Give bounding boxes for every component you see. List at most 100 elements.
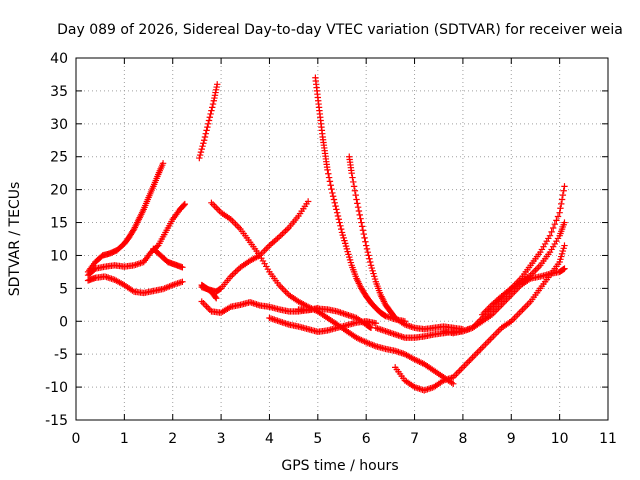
- data-point: [335, 216, 342, 223]
- data-point: [153, 243, 161, 250]
- data-point: [209, 104, 216, 111]
- y-tick-label: 25: [50, 150, 68, 166]
- data-layer: [84, 74, 568, 394]
- data-point: [200, 137, 208, 144]
- y-axis-label: SDTVAR / TECUs: [7, 182, 23, 297]
- data-point: [283, 226, 291, 233]
- series-arc-17: [479, 219, 568, 318]
- data-point: [450, 380, 457, 387]
- data-point: [325, 174, 333, 181]
- series-arc-3: [84, 273, 186, 297]
- data-point: [358, 223, 366, 230]
- data-point: [326, 178, 334, 185]
- x-tick-label: 0: [72, 431, 81, 447]
- data-point: [346, 256, 354, 264]
- data-point: [269, 239, 276, 246]
- data-point: [371, 273, 378, 280]
- series-arc-7: [198, 298, 322, 316]
- data-point: [559, 247, 567, 255]
- data-point: [328, 185, 335, 193]
- y-tick-label: 0: [59, 314, 68, 330]
- data-point: [352, 191, 359, 199]
- data-point: [342, 240, 349, 247]
- data-point: [346, 253, 353, 261]
- data-point: [337, 225, 345, 233]
- data-point: [359, 227, 367, 234]
- data-point: [556, 258, 563, 266]
- data-point: [200, 140, 207, 147]
- y-tick-label: -5: [54, 347, 68, 363]
- data-point: [365, 252, 372, 259]
- data-point: [340, 234, 347, 242]
- data-point: [282, 227, 289, 235]
- plot-frame: [75, 57, 609, 421]
- data-point: [360, 230, 367, 238]
- data-point: [561, 183, 568, 190]
- data-point: [341, 237, 348, 244]
- data-point: [201, 133, 209, 141]
- data-point: [267, 240, 275, 248]
- data-point: [357, 215, 364, 222]
- data-point: [196, 154, 203, 162]
- data-point: [213, 295, 220, 302]
- data-point: [361, 234, 368, 242]
- data-point: [338, 229, 346, 236]
- data-point: [277, 232, 284, 239]
- data-point: [274, 235, 281, 242]
- data-point: [344, 248, 351, 255]
- data-point: [234, 267, 241, 274]
- data-point: [339, 231, 347, 239]
- data-point: [354, 200, 361, 207]
- series-arc-6: [198, 198, 312, 295]
- data-point: [212, 293, 219, 301]
- data-point: [350, 178, 357, 186]
- data-point: [327, 182, 334, 189]
- data-point: [280, 229, 288, 236]
- data-point: [324, 166, 331, 174]
- data-point: [546, 232, 554, 239]
- series-arc-16: [440, 183, 568, 337]
- tick-layer: 0 1 2 3 4 5 6 7 8 9 10 11 -15 -10 -5 0 5 10 15 20 25 30 35 40: [45, 51, 617, 447]
- data-point: [180, 201, 188, 209]
- data-point: [202, 130, 209, 137]
- series-arc-13: [346, 153, 467, 333]
- data-point: [203, 127, 210, 134]
- data-point: [334, 212, 342, 220]
- data-point: [554, 213, 562, 220]
- data-point: [207, 110, 214, 118]
- data-point: [347, 259, 355, 266]
- x-axis-label: GPS time / hours: [281, 458, 398, 474]
- data-point: [342, 242, 350, 250]
- data-point: [557, 205, 564, 212]
- x-tick-label: 7: [410, 431, 419, 447]
- data-point: [548, 228, 555, 236]
- data-point: [370, 270, 377, 277]
- x-tick-label: 11: [599, 431, 617, 447]
- x-tick-label: 9: [507, 431, 516, 447]
- data-point: [196, 151, 204, 159]
- data-point: [358, 219, 365, 226]
- data-point: [560, 245, 567, 252]
- data-point: [369, 267, 376, 275]
- data-point: [179, 264, 186, 271]
- data-point: [279, 230, 286, 238]
- data-point: [350, 183, 358, 190]
- data-point: [558, 200, 565, 208]
- data-point: [204, 120, 212, 128]
- data-point: [558, 250, 566, 258]
- data-point: [343, 245, 351, 253]
- data-point: [197, 148, 205, 156]
- data-point: [349, 174, 356, 181]
- data-point: [558, 196, 566, 203]
- x-tick-label: 2: [168, 431, 177, 447]
- data-point: [332, 202, 339, 210]
- data-point: [367, 262, 375, 269]
- x-tick-label: 1: [120, 431, 129, 447]
- data-point: [325, 170, 332, 177]
- data-point: [214, 81, 221, 88]
- data-point: [353, 196, 360, 203]
- data-point: [559, 191, 567, 199]
- data-point: [205, 117, 213, 124]
- data-point: [229, 271, 236, 279]
